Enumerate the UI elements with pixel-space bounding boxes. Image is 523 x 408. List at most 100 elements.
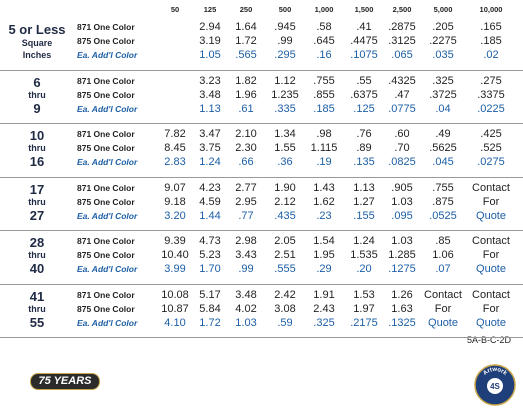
- price-cell: 1.70: [199, 263, 221, 275]
- price-cell: 1.24: [199, 156, 221, 168]
- price-cell: 1.95: [313, 249, 335, 261]
- price-cell: .0275: [477, 156, 505, 168]
- price-cell: .425: [480, 128, 502, 140]
- column-header: 1,500: [354, 5, 374, 14]
- price-cell: 2.30: [235, 142, 257, 154]
- price-cell: .89: [356, 142, 372, 154]
- price-cell: 1.34: [274, 128, 296, 140]
- price-cell: .4325: [388, 74, 416, 87]
- price-cell: 3.19: [199, 35, 221, 47]
- price-cell: 2.77: [235, 181, 257, 194]
- row-label: 871 One Color: [77, 182, 135, 193]
- row-label: 871 One Color: [77, 129, 135, 139]
- price-cell: For: [482, 195, 500, 208]
- price-cell: Quote: [476, 316, 506, 329]
- seal-center-text: 4S: [490, 382, 500, 391]
- group-label: thru: [28, 196, 46, 207]
- price-cell: 2.10: [235, 128, 257, 140]
- group-separator: [0, 176, 523, 178]
- price-cell: 3.75: [199, 142, 221, 154]
- price-cell: .065: [391, 49, 413, 61]
- price-cell: .325: [432, 74, 454, 87]
- group-label: Inches: [22, 50, 52, 60]
- price-cell: 1.82: [235, 74, 257, 87]
- column-header: 50: [170, 5, 180, 14]
- seal-arc-text: Artwork: [482, 367, 508, 377]
- price-cell: Contact: [472, 235, 510, 247]
- price-cell: .185: [313, 102, 335, 115]
- price-cell: .0525: [429, 209, 457, 222]
- price-cell: .565: [235, 49, 257, 61]
- price-cell: .2175: [350, 316, 378, 329]
- price-cell: 4.23: [199, 181, 221, 194]
- price-cell: 3.48: [235, 288, 257, 301]
- price-cell: .275: [480, 74, 502, 87]
- price-cell: .905: [391, 181, 413, 194]
- price-cell: 1.44: [199, 209, 221, 222]
- price-cell: .555: [274, 263, 296, 275]
- price-cell: .55: [356, 74, 372, 87]
- price-cell: .77: [238, 209, 254, 222]
- price-cell: .59: [277, 316, 293, 329]
- price-cell: .41: [356, 21, 372, 33]
- price-cell: 2.05: [274, 235, 296, 247]
- price-cell: 1.13: [199, 102, 221, 115]
- price-cell: 1.55: [274, 142, 296, 154]
- price-cell: 5.23: [199, 249, 221, 261]
- price-cell: .1275: [388, 263, 416, 275]
- price-cell: .525: [480, 142, 502, 154]
- group-label: 41: [29, 288, 45, 304]
- group-label: 9: [33, 100, 41, 116]
- price-cell: 1.43: [313, 181, 335, 194]
- price-cell: 3.23: [199, 74, 221, 87]
- price-cell: 1.05: [199, 49, 221, 61]
- price-cell: .1075: [350, 49, 378, 61]
- price-cell: Contact: [424, 288, 462, 301]
- price-cell: 1.63: [391, 302, 413, 315]
- price-cell: 1.97: [353, 302, 375, 315]
- column-header: 500: [278, 5, 292, 14]
- price-cell: .70: [394, 142, 410, 154]
- price-cell: 2.43: [313, 302, 335, 315]
- price-cell: 9.18: [164, 195, 186, 208]
- price-cell: 1.90: [274, 181, 296, 194]
- group-label: 16: [29, 154, 45, 169]
- group-label: 10: [29, 128, 45, 143]
- price-cell: .0825: [388, 156, 416, 168]
- group-label: thru: [28, 89, 46, 100]
- row-label: Ea. Add'l Color: [77, 103, 138, 114]
- price-cell: .645: [313, 35, 335, 47]
- price-cell: .99: [277, 35, 293, 47]
- price-cell: 4.59: [199, 195, 221, 208]
- price-cell: For: [482, 302, 500, 315]
- group-label: thru: [28, 303, 46, 314]
- price-cell: .095: [391, 209, 413, 222]
- price-cell: 3.99: [164, 263, 186, 275]
- price-cell: 3.20: [164, 209, 186, 222]
- group-label: 27: [29, 207, 45, 223]
- price-cell: 1.03: [235, 316, 257, 329]
- price-cell: 4.10: [164, 316, 186, 329]
- price-cell: .755: [313, 74, 335, 87]
- price-cell: .3725: [429, 88, 457, 101]
- price-cell: 1.27: [353, 195, 375, 208]
- price-cell: Contact: [472, 181, 510, 194]
- row-label: Ea. Add'l Color: [77, 317, 138, 328]
- group-separator: [0, 230, 523, 231]
- price-cell: Quote: [476, 263, 506, 275]
- group-separator: [0, 123, 523, 124]
- price-cell: 1.64: [235, 21, 257, 33]
- price-cell: .99: [238, 263, 254, 275]
- price-cell: 3.47: [199, 128, 221, 140]
- price-cell: 2.94: [199, 21, 221, 33]
- price-cell: 1.535: [350, 249, 378, 261]
- price-cell: 1.96: [235, 88, 257, 101]
- price-cell: .29: [316, 263, 332, 275]
- price-cell: .58: [316, 21, 332, 33]
- price-cell: 8.45: [164, 142, 186, 154]
- row-label: 875 One Color: [77, 196, 135, 207]
- price-cell: For: [434, 302, 452, 315]
- price-cell: 2.98: [235, 235, 257, 247]
- price-cell: 7.82: [164, 128, 186, 140]
- price-cell: 1.24: [353, 235, 375, 247]
